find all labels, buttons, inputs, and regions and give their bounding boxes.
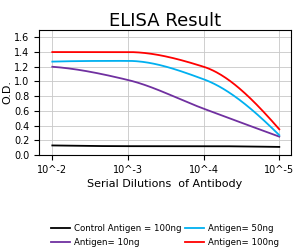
Line: Antigen= 50ng: Antigen= 50ng [52,61,279,135]
Antigen= 50ng [50,60,54,63]
Antigen= 10ng [93,71,96,74]
Antigen= 100ng [258,106,262,110]
Antigen= 10ng [258,128,262,131]
Antigen= 10ng [60,66,63,69]
Antigen= 50ng [126,60,129,62]
Antigen= 50ng [93,60,96,62]
Antigen= 50ng [60,60,63,63]
Antigen= 100ng [93,50,96,53]
Control Antigen = 100ng [258,145,262,148]
Control Antigen = 100ng [111,145,115,148]
Antigen= 10ng [111,75,115,78]
Line: Antigen= 10ng: Antigen= 10ng [52,67,279,136]
Control Antigen = 100ng [278,146,281,148]
Legend: Control Antigen = 100ng, Antigen= 10ng, Antigen= 50ng, Antigen= 100ng: Control Antigen = 100ng, Antigen= 10ng, … [51,224,279,246]
Antigen= 100ng [266,115,270,118]
Antigen= 50ng [267,124,271,127]
Antigen= 100ng [50,50,54,53]
Line: Antigen= 100ng: Antigen= 100ng [52,52,279,129]
Antigen= 100ng [64,50,68,53]
Control Antigen = 100ng [266,145,270,148]
Line: Control Antigen = 100ng: Control Antigen = 100ng [52,146,279,147]
Antigen= 10ng [64,66,68,70]
Y-axis label: O.D.: O.D. [2,80,13,104]
Antigen= 50ng [111,60,115,62]
Antigen= 100ng [111,50,115,53]
Antigen= 100ng [278,128,281,131]
Antigen= 10ng [266,131,270,134]
Control Antigen = 100ng [64,144,68,147]
Control Antigen = 100ng [93,144,96,148]
Antigen= 10ng [50,65,54,68]
Antigen= 50ng [64,60,68,63]
Antigen= 50ng [278,134,281,137]
Antigen= 10ng [278,135,281,138]
Control Antigen = 100ng [60,144,63,147]
X-axis label: Serial Dilutions  of Antibody: Serial Dilutions of Antibody [87,179,243,189]
Control Antigen = 100ng [50,144,54,147]
Antigen= 50ng [259,116,263,119]
Antigen= 100ng [60,50,63,53]
Title: ELISA Result: ELISA Result [109,12,221,30]
